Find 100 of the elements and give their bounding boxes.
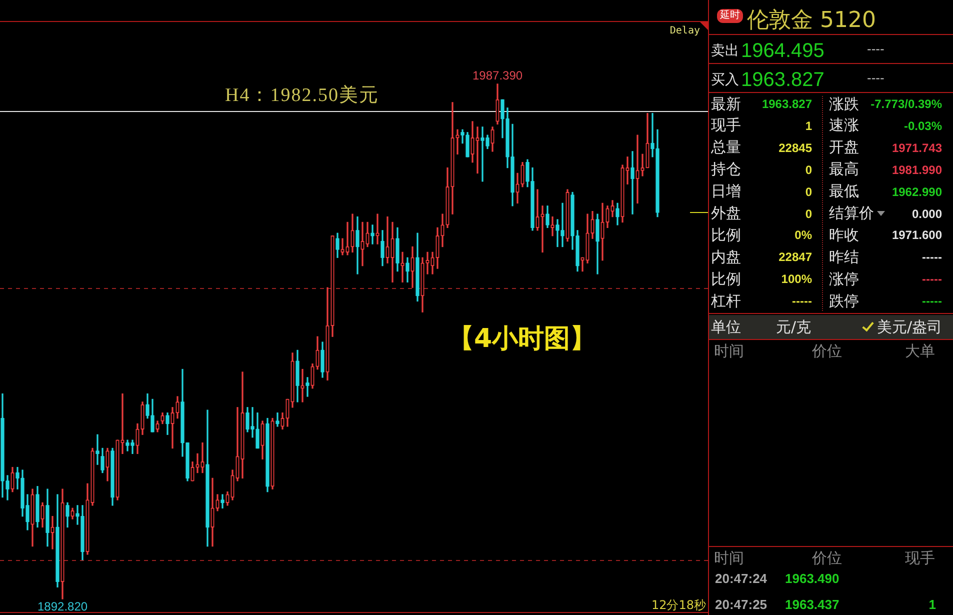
text: 大单 xyxy=(905,342,935,360)
candlestick xyxy=(120,393,124,454)
text: 买入 xyxy=(711,72,739,88)
text: 100% xyxy=(781,272,812,286)
candlestick xyxy=(196,453,200,474)
candlestick xyxy=(450,102,454,214)
candlestick xyxy=(440,214,444,248)
text: 单位 xyxy=(711,318,741,336)
text: 最低 xyxy=(829,182,859,200)
candlestick xyxy=(216,494,220,512)
text: 1963.827 xyxy=(762,97,812,111)
text: 1 xyxy=(928,597,936,612)
text: 伦敦金 5120 xyxy=(747,8,876,33)
text: 1963.437 xyxy=(785,597,840,612)
candlestick xyxy=(340,238,344,256)
candlestick xyxy=(290,352,294,408)
candlestick xyxy=(370,224,374,244)
candlestick xyxy=(136,423,140,454)
text: 日增 xyxy=(711,182,741,200)
candlestick xyxy=(646,112,650,168)
candlestick xyxy=(430,252,434,274)
text: 杠杆 xyxy=(711,292,741,310)
candlestick xyxy=(470,121,474,163)
annotation: 1987.390 xyxy=(472,68,523,82)
candlestick xyxy=(566,189,570,242)
candlestick xyxy=(276,412,280,427)
text: 比例 xyxy=(711,270,741,288)
candlestick xyxy=(240,372,244,479)
text: 结算价 xyxy=(829,204,874,222)
text: 时间 xyxy=(714,342,744,360)
text: ----- xyxy=(922,294,942,308)
text: 现手 xyxy=(711,116,741,134)
candlestick xyxy=(550,216,554,236)
candlestick xyxy=(520,162,524,188)
text: 跌停 xyxy=(829,292,859,310)
candlestick xyxy=(306,377,310,397)
text: 1981.990 xyxy=(892,163,942,177)
candlestick xyxy=(260,420,264,460)
candlestick xyxy=(620,164,624,223)
text: 20:47:25 xyxy=(715,597,768,612)
candlestick xyxy=(496,84,500,125)
text: 1963.827 xyxy=(741,69,824,91)
candlestick xyxy=(200,442,204,474)
candlestick xyxy=(286,398,290,427)
candlestick xyxy=(96,434,100,465)
text: 总量 xyxy=(711,138,741,156)
candlestick xyxy=(476,126,480,174)
candlestick xyxy=(536,189,540,231)
text: 0% xyxy=(794,228,812,242)
candlestick xyxy=(270,418,274,490)
candlestick xyxy=(236,407,240,482)
candlestick xyxy=(40,502,44,528)
text: -7.773/0.39% xyxy=(870,97,942,111)
candlestick xyxy=(280,412,284,430)
candlestick xyxy=(386,216,390,264)
candlestick xyxy=(516,172,520,204)
text: 卖出 xyxy=(711,43,739,59)
text: 外盘 xyxy=(711,204,741,222)
candlestick xyxy=(10,466,14,492)
candlestick xyxy=(630,151,634,214)
text: 0 xyxy=(805,207,812,221)
candlestick xyxy=(390,222,394,282)
annotation: 1892.820 xyxy=(38,599,88,614)
candlestick xyxy=(346,222,350,256)
ref-line-label: H4：1982.50美元 xyxy=(225,84,379,106)
candlestick xyxy=(230,470,234,500)
text: 涨停 xyxy=(829,270,859,288)
text: 1964.495 xyxy=(741,40,824,62)
text: ----- xyxy=(792,294,812,308)
candlestick xyxy=(606,206,610,228)
text: 元/克 xyxy=(776,318,812,336)
candlestick xyxy=(106,448,110,482)
text: 涨跌 xyxy=(829,95,859,113)
text: 22847 xyxy=(778,250,812,264)
candlestick xyxy=(176,396,180,419)
text: 1 xyxy=(805,119,812,133)
text: 0 xyxy=(805,163,812,177)
candlestick xyxy=(30,488,34,547)
text: 22845 xyxy=(778,141,812,155)
text: Delay xyxy=(670,26,700,37)
candlestick xyxy=(116,440,120,500)
text: 昨收 xyxy=(829,226,859,244)
candlestick xyxy=(590,211,594,239)
candlestick xyxy=(70,508,74,520)
candlestick xyxy=(190,462,194,482)
candlestick xyxy=(636,134,640,204)
text: 【4小时图】 xyxy=(448,324,596,354)
text: 美元/盎司 xyxy=(877,318,942,336)
text: 最新 xyxy=(711,95,741,113)
text: ----- xyxy=(922,272,942,286)
text: 内盘 xyxy=(711,248,741,266)
text: 现手 xyxy=(905,549,935,567)
text: 昨结 xyxy=(829,248,859,266)
candlestick xyxy=(540,206,544,253)
candlestick xyxy=(50,516,54,550)
candlestick xyxy=(490,126,494,152)
candlestick xyxy=(330,236,334,337)
candlestick xyxy=(410,246,414,288)
text: 延时 xyxy=(717,9,743,23)
text: -0.03% xyxy=(904,119,942,133)
